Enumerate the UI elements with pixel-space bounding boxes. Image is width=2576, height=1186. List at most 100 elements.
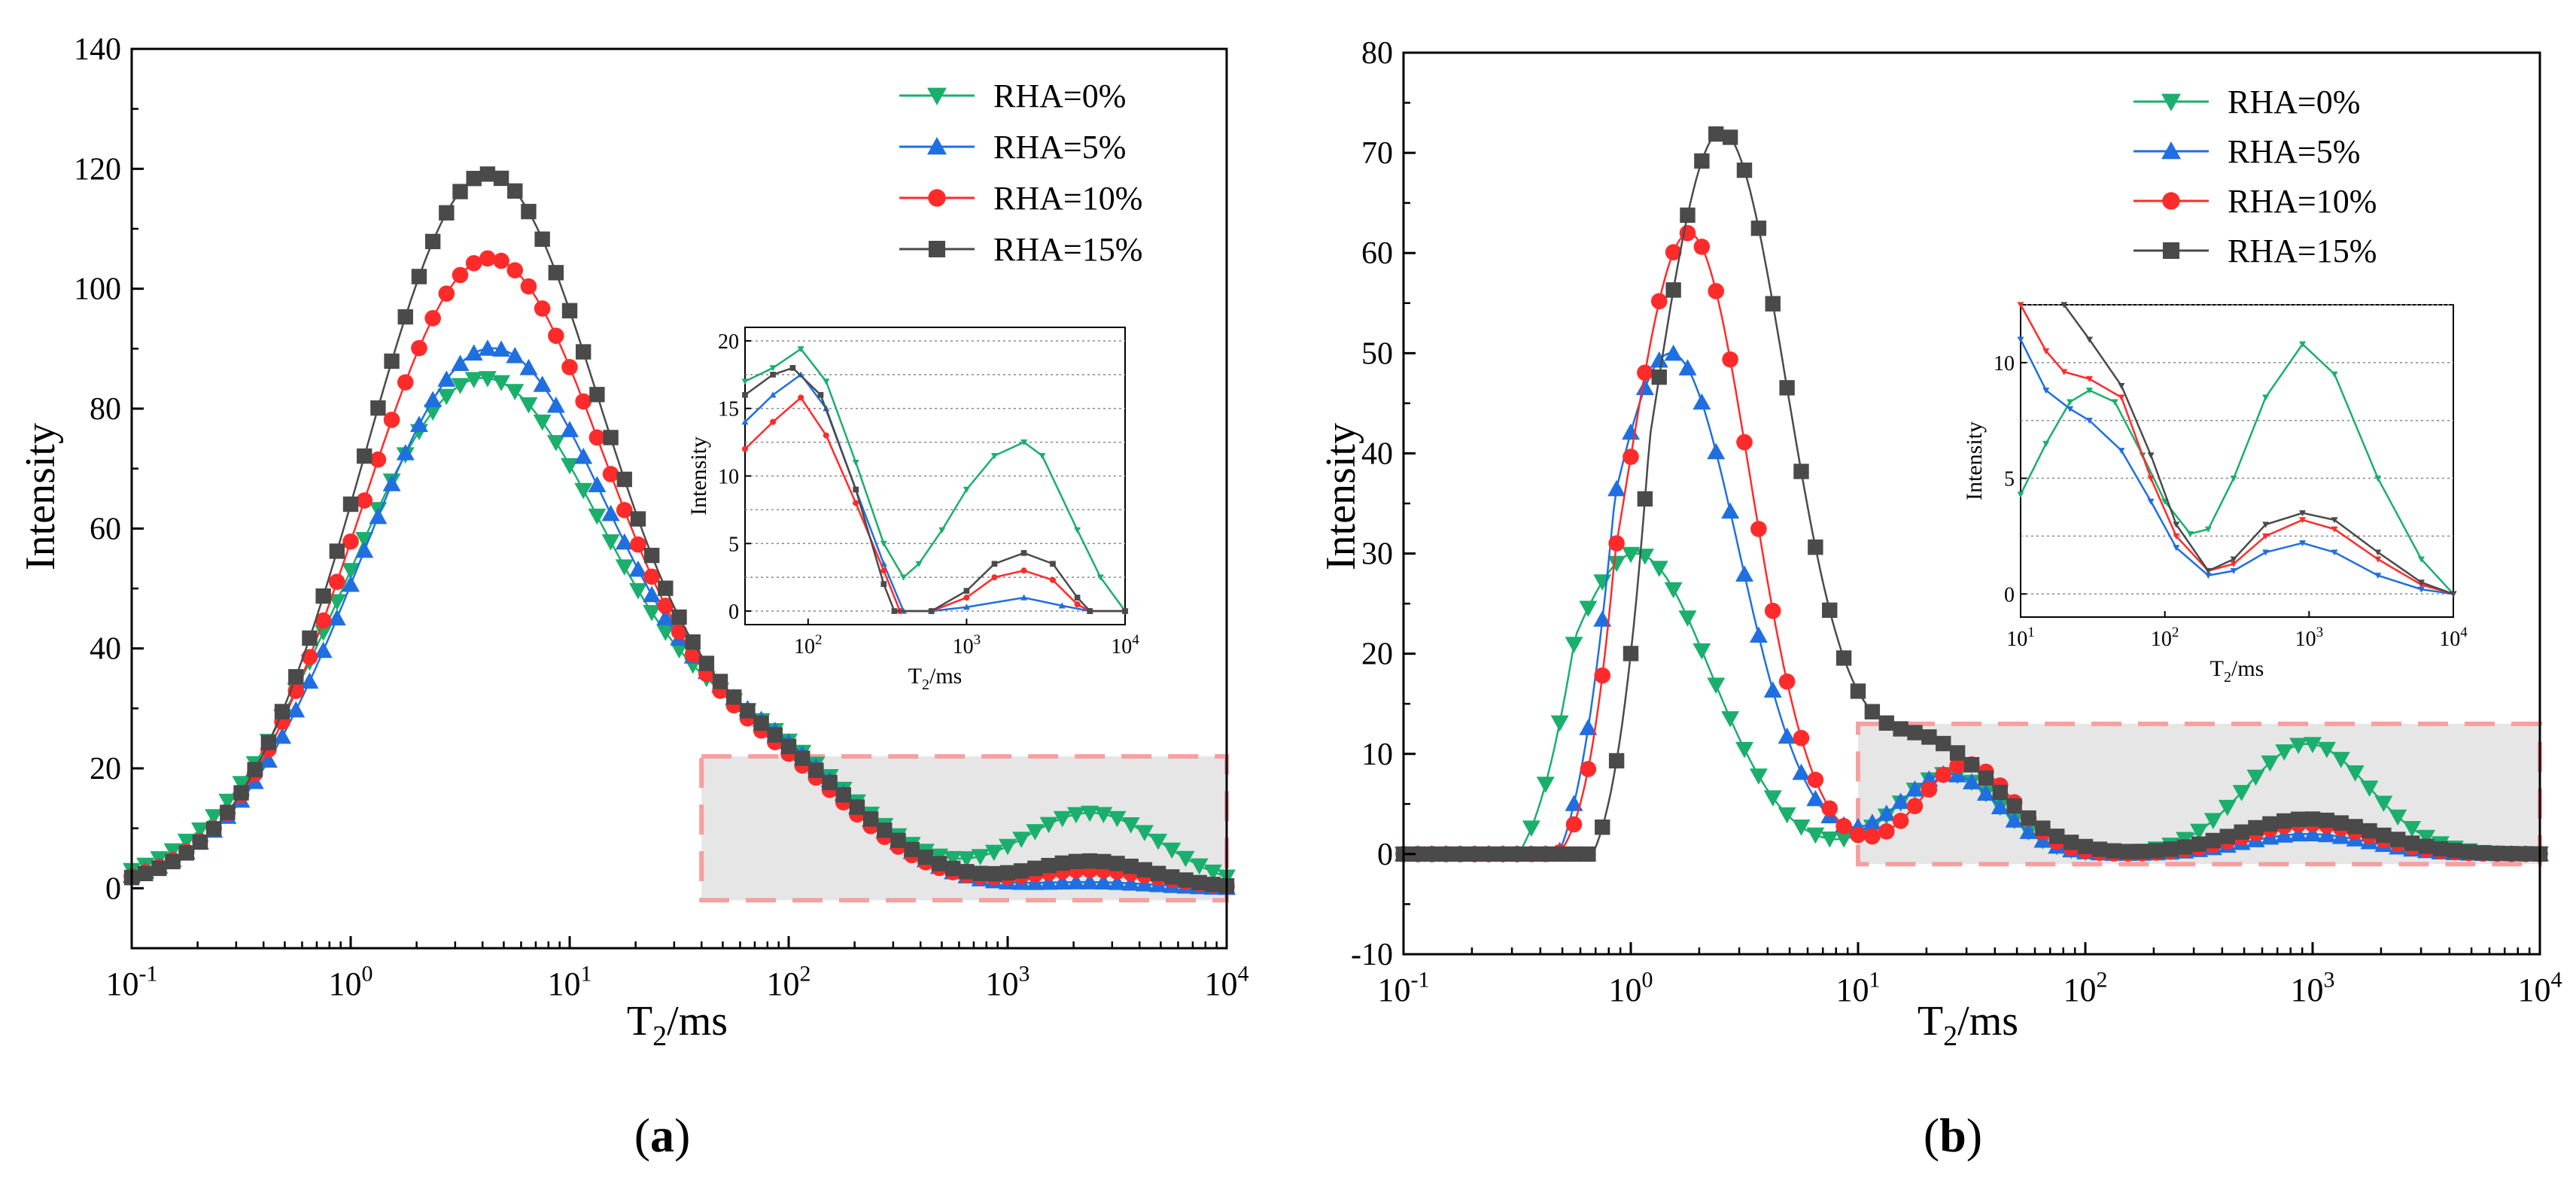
x-tick-label: 103	[2291, 968, 2335, 1008]
inset-x-tick-label: 102	[2151, 625, 2179, 651]
data-point	[1736, 433, 1753, 451]
inset-point	[2299, 540, 2307, 547]
data-point	[2021, 810, 2036, 826]
data-point	[1891, 792, 1910, 809]
legend-label: RHA=0%	[993, 78, 1126, 114]
data-point	[466, 171, 482, 187]
x-axis-label-a: T2/ms	[627, 998, 728, 1052]
inset-point	[2147, 452, 2155, 459]
data-point	[1949, 745, 1966, 761]
inset-point	[915, 561, 923, 567]
data-point	[794, 750, 811, 766]
data-point	[260, 734, 277, 750]
inset-point	[2374, 573, 2382, 579]
data-point	[2347, 819, 2363, 835]
data-point	[370, 400, 386, 416]
data-point	[1066, 807, 1085, 824]
data-point	[1693, 239, 1711, 255]
data-point	[1778, 673, 1796, 690]
data-point	[698, 655, 715, 671]
data-point	[808, 762, 824, 778]
data-point	[1991, 798, 2009, 814]
data-point	[1438, 846, 1454, 862]
data-point	[2205, 832, 2222, 849]
inset-point	[798, 394, 804, 401]
y-tick-label: 80	[90, 392, 121, 427]
inset-point	[2331, 371, 2338, 378]
inset-point	[2417, 556, 2425, 563]
data-point	[671, 609, 687, 625]
inset-point	[2085, 388, 2093, 394]
data-point	[1205, 877, 1221, 893]
inset-point	[1122, 608, 1128, 614]
data-point	[1123, 859, 1139, 874]
inset-y-tick-label: 10	[718, 466, 739, 489]
data-point	[588, 429, 606, 446]
data-point	[301, 649, 318, 665]
data-point	[1806, 827, 1825, 844]
y-tick-label: 20	[1361, 637, 1393, 672]
inset-point	[2147, 498, 2155, 505]
data-point	[382, 475, 401, 491]
data-point	[1694, 153, 1710, 169]
inset-series-rha-5	[2017, 336, 2457, 598]
data-point	[1552, 846, 1568, 862]
data-point	[2006, 798, 2022, 814]
x-tick-label: 103	[986, 962, 1030, 1002]
data-point	[520, 278, 537, 295]
y-tick-label: 70	[1361, 136, 1393, 171]
data-point	[957, 851, 976, 868]
data-point	[287, 701, 306, 718]
data-point	[218, 793, 237, 810]
data-point	[464, 372, 483, 388]
inset-y-axis-label: Intensity	[686, 436, 711, 515]
x-tick-label: 104	[2518, 968, 2562, 1008]
legend-item-rha-0: RHA=0%	[899, 78, 1126, 114]
data-point	[1750, 521, 1767, 537]
data-point	[2389, 809, 2407, 826]
data-point	[492, 375, 511, 392]
legend-marker	[927, 137, 947, 155]
data-point	[1410, 846, 1426, 862]
data-point	[190, 822, 209, 839]
inset-point	[797, 371, 804, 378]
legend-marker	[2162, 192, 2180, 210]
data-point	[1948, 766, 1967, 783]
data-point	[628, 560, 647, 577]
inset-point	[963, 595, 970, 601]
data-point	[643, 585, 661, 603]
inset-y-axis-label: Intensity	[1962, 421, 1987, 500]
inset-point	[2067, 399, 2074, 406]
data-point	[712, 674, 728, 689]
data-point	[506, 262, 524, 278]
inset-point	[1020, 439, 1028, 446]
data-point	[2234, 824, 2249, 840]
series-rha-15	[1395, 126, 2548, 862]
data-point	[1178, 872, 1194, 888]
y-tick-label: 10	[1361, 737, 1393, 772]
legend-marker	[928, 189, 946, 207]
data-point	[1722, 351, 1738, 368]
inset-point	[823, 379, 830, 385]
inset-point	[2374, 475, 2382, 482]
inset-point	[2204, 526, 2212, 533]
legend-label: RHA=10%	[993, 180, 1142, 217]
data-point	[561, 303, 578, 319]
inset-point	[2085, 418, 2093, 424]
data-point	[1096, 853, 1112, 870]
data-point	[2475, 844, 2491, 861]
data-point	[1176, 850, 1195, 868]
data-point	[1164, 869, 1180, 885]
inset-point	[2173, 522, 2180, 528]
data-point	[2077, 838, 2094, 855]
data-point	[1735, 741, 1753, 759]
data-point	[1665, 244, 1682, 260]
data-point	[2275, 826, 2294, 843]
series-layer-a	[123, 166, 1236, 896]
data-point	[1892, 812, 1909, 829]
data-point	[1623, 646, 1639, 661]
data-point	[2360, 780, 2379, 797]
data-point	[2261, 755, 2279, 772]
x-tick-label: 102	[767, 962, 811, 1002]
